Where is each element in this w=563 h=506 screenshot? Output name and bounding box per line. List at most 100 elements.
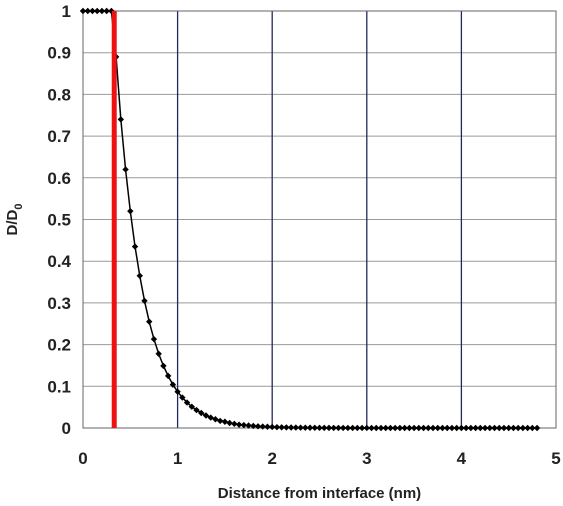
data-point — [202, 412, 210, 419]
data-point — [406, 424, 413, 432]
data-point — [183, 399, 191, 406]
data-point — [245, 422, 252, 429]
horizontal-gridlines — [83, 10, 556, 429]
data-point — [510, 424, 517, 432]
data-point — [533, 424, 541, 432]
y-axis-title-subscript: 0 — [13, 204, 25, 210]
data-point — [387, 424, 394, 432]
data-point — [472, 424, 479, 432]
data-point — [174, 388, 181, 395]
data-point — [297, 424, 304, 431]
data-point — [84, 7, 91, 15]
data-point — [368, 424, 375, 432]
data-point — [505, 424, 512, 432]
y-tick-label: 0.2 — [47, 336, 71, 355]
data-point — [524, 424, 531, 432]
x-axis-tick-labels: 0 1 2 3 4 5 — [78, 449, 560, 468]
data-point — [458, 424, 465, 432]
y-tick-label: 0.3 — [47, 294, 71, 313]
data-point — [179, 394, 186, 401]
data-point — [231, 420, 238, 428]
data-point — [131, 243, 139, 250]
data-point — [273, 423, 281, 431]
data-point — [79, 7, 87, 15]
data-point — [496, 424, 503, 432]
data-point — [306, 424, 314, 431]
data-point — [311, 424, 318, 431]
data-point — [250, 422, 257, 430]
data-point — [500, 424, 508, 432]
data-point — [420, 424, 427, 432]
data-point — [169, 381, 177, 388]
data-point — [373, 424, 380, 432]
x-tick-label: 1 — [173, 449, 182, 468]
x-tick-label: 0 — [78, 449, 87, 468]
data-point — [425, 424, 432, 432]
data-point — [330, 424, 337, 432]
data-point — [401, 424, 408, 432]
data-point — [226, 419, 233, 427]
vertical-gridlines — [176, 11, 463, 428]
y-tick-label: 0.6 — [47, 169, 71, 188]
data-point — [287, 424, 295, 431]
y-tick-label: 0.4 — [47, 252, 71, 271]
data-point — [108, 7, 115, 15]
data-point — [354, 424, 361, 432]
data-point — [216, 417, 224, 425]
data-point — [339, 424, 347, 432]
y-axis-tick-labels: 0 0.1 0.2 0.3 0.4 0.5 0.6 0.7 0.8 0.9 1 — [47, 2, 71, 438]
data-point — [136, 272, 143, 279]
data-point — [160, 362, 167, 370]
data-point — [93, 7, 101, 15]
data-point — [98, 7, 106, 15]
data-point — [150, 335, 158, 343]
data-point — [221, 418, 229, 425]
data-point — [264, 423, 271, 430]
data-point — [434, 424, 441, 432]
data-point — [127, 207, 134, 215]
data-point — [146, 318, 153, 325]
data-point — [283, 424, 290, 431]
data-point — [316, 424, 323, 432]
data-point — [519, 424, 527, 432]
data-point — [358, 424, 366, 432]
data-point — [444, 424, 451, 432]
data-point — [335, 424, 342, 432]
data-point — [292, 424, 300, 431]
y-tick-label: 0.9 — [47, 44, 71, 63]
data-point — [344, 424, 352, 432]
y-tick-label: 1 — [62, 2, 71, 21]
data-point — [117, 116, 125, 123]
data-point — [377, 424, 385, 432]
y-tick-label: 0.1 — [47, 377, 71, 396]
y-tick-label: 0.7 — [47, 127, 71, 146]
data-point — [486, 424, 493, 432]
data-point — [349, 424, 356, 432]
data-point — [321, 424, 328, 432]
data-point — [396, 424, 404, 432]
x-tick-label: 5 — [551, 449, 560, 468]
x-tick-label: 3 — [362, 449, 371, 468]
data-point — [122, 166, 129, 173]
data-point — [254, 423, 262, 430]
data-point — [481, 424, 489, 432]
data-point — [477, 424, 484, 432]
data-point — [155, 350, 162, 357]
data-point — [103, 7, 110, 15]
data-point — [453, 424, 460, 432]
data-point — [198, 409, 205, 417]
x-tick-label: 4 — [457, 449, 467, 468]
data-point — [325, 424, 333, 432]
data-point — [302, 424, 309, 431]
data-point — [429, 424, 437, 432]
y-tick-label: 0 — [62, 419, 71, 438]
data-point — [467, 424, 475, 432]
data-point — [235, 421, 243, 428]
data-point — [164, 372, 172, 380]
data-point — [193, 406, 200, 414]
data-point — [363, 424, 370, 432]
data-point — [240, 421, 248, 429]
data-point — [439, 424, 446, 432]
x-tick-label: 2 — [267, 449, 276, 468]
data-point — [259, 423, 266, 430]
